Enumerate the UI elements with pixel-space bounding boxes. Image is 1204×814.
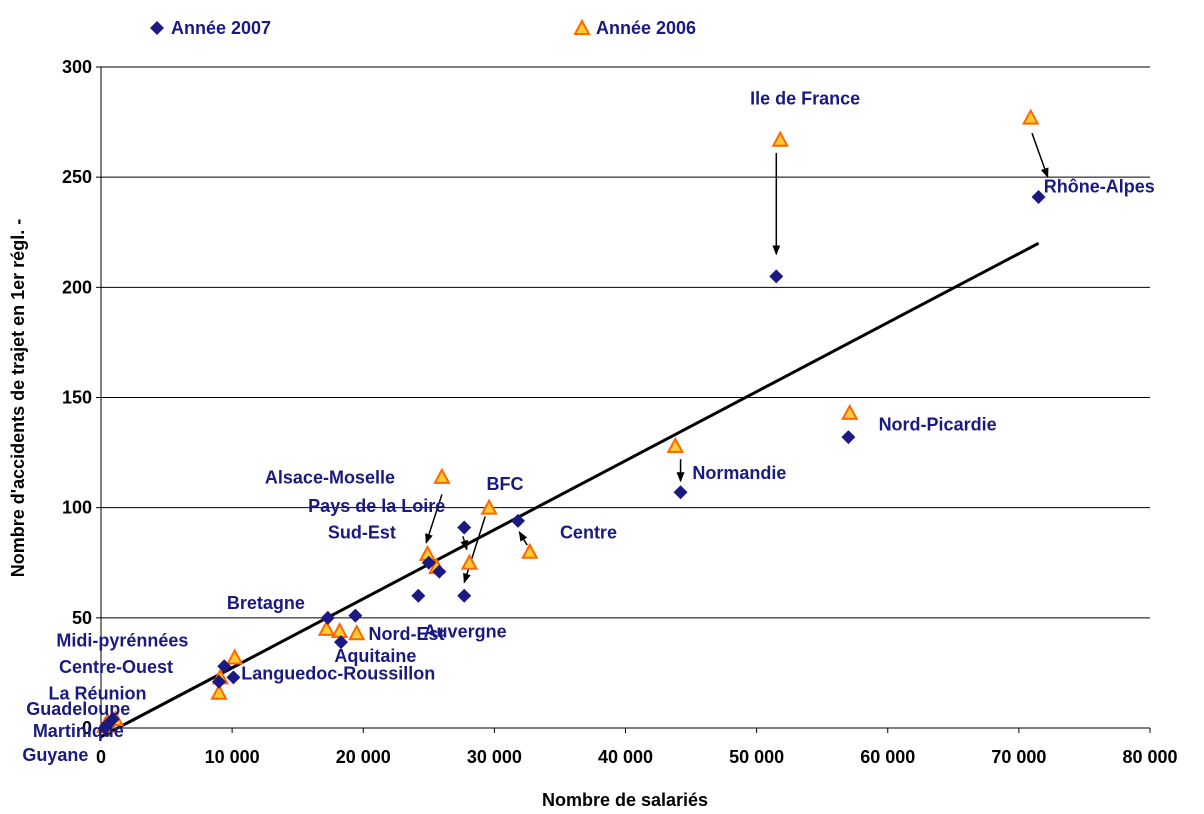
gridlines xyxy=(101,66,1150,619)
point-2006-1 xyxy=(771,130,789,147)
point-2007-2 xyxy=(841,430,856,445)
region-label-15: Languedoc-Roussillon xyxy=(241,664,435,684)
point-2007-7 xyxy=(432,564,447,579)
legend-label-2007: Année 2007 xyxy=(171,18,271,38)
x-tick-label-0: 0 xyxy=(96,747,106,767)
point-2006-13 xyxy=(226,648,244,665)
point-2007-18 xyxy=(97,721,112,735)
region-label-17: Guadeloupe xyxy=(26,699,130,719)
region-label-14: Centre-Ouest xyxy=(59,657,173,677)
legend-triangle-icon xyxy=(573,18,591,35)
region-label-1: Rhône-Alpes xyxy=(1044,177,1155,197)
point-2006-10 xyxy=(317,619,336,636)
arrow-3 xyxy=(425,494,443,544)
point-2006-11 xyxy=(330,621,349,639)
legend-item-2007: Année 2007 xyxy=(150,18,271,38)
arrow-5 xyxy=(460,536,469,551)
y-axis-title: Nombre d'accidents de trajet en 1er régl… xyxy=(8,219,28,577)
x-tick-label-7: 70 000 xyxy=(991,747,1046,767)
x-tick-label-3: 30 000 xyxy=(467,747,522,767)
annotation-arrows xyxy=(425,132,1049,584)
region-label-8: Sud-Est xyxy=(328,523,396,543)
y-tick-label-1: 50 xyxy=(72,608,92,628)
point-2007-5 xyxy=(457,520,472,535)
legend-item-2006: Année 2006 xyxy=(573,18,696,38)
region-label-18: Martinique xyxy=(33,721,124,741)
point-2007-4 xyxy=(510,513,525,528)
point-2006-9 xyxy=(460,553,479,570)
region-label-6: Alsace-Moselle xyxy=(265,467,395,487)
y-tick-label-6: 300 xyxy=(62,57,92,77)
point-2007-11 xyxy=(348,608,363,623)
point-2006-15 xyxy=(210,683,228,700)
point-2007-13 xyxy=(217,659,232,674)
point-2007-14 xyxy=(226,670,241,685)
point-2007-6 xyxy=(421,555,436,570)
region-label-7: Pays de la Loire xyxy=(308,496,445,516)
point-2006-12 xyxy=(348,624,366,641)
y-tick-label-3: 150 xyxy=(62,388,92,408)
region-label-4: Centre xyxy=(560,523,617,543)
data-points xyxy=(96,108,1046,735)
region-label-16: La Réunion xyxy=(49,683,147,703)
x-tick-label-4: 40 000 xyxy=(598,747,653,767)
point-2006-4 xyxy=(433,467,451,484)
region-label-9: Auvergne xyxy=(424,622,507,642)
legend: Année 2007 Année 2006 xyxy=(150,18,696,38)
axes xyxy=(96,66,1151,733)
x-tick-label-2: 20 000 xyxy=(336,747,391,767)
point-2006-5 xyxy=(480,498,498,515)
point-2007-17 xyxy=(105,712,120,727)
region-label-13: Midi-pyrénnées xyxy=(56,630,188,650)
point-2006-6 xyxy=(521,542,539,559)
region-label-19: Guyane xyxy=(22,745,88,765)
tick-labels: 0 50 100 150 200 250 300 0 10 000 20 000 30 000 40 … xyxy=(62,57,1178,767)
y-tick-label-4: 200 xyxy=(62,277,92,297)
point-2006-2 xyxy=(841,403,859,420)
y-tick-label-2: 100 xyxy=(62,498,92,518)
point-2007-8 xyxy=(411,588,426,603)
trendline-path xyxy=(100,241,1040,739)
point-2007-12 xyxy=(333,635,348,650)
point-2007-1 xyxy=(769,269,784,284)
trendline xyxy=(100,241,1040,739)
point-2006-3 xyxy=(666,436,685,453)
legend-label-2006: Année 2006 xyxy=(596,18,696,38)
region-label-2: Nord-Picardie xyxy=(879,415,997,435)
x-tick-label-1: 10 000 xyxy=(205,747,260,767)
region-label-10: Bretagne xyxy=(227,593,305,613)
arrow-4 xyxy=(463,516,486,584)
x-tick-label-6: 60 000 xyxy=(860,747,915,767)
point-2007-15 xyxy=(212,674,227,689)
point-2007-0 xyxy=(1031,189,1046,204)
region-label-0: Ile de France xyxy=(750,88,860,108)
y-tick-label-5: 250 xyxy=(62,167,92,187)
point-2006-0 xyxy=(1022,108,1040,125)
point-2007-3 xyxy=(673,485,688,500)
x-tick-label-5: 50 000 xyxy=(729,747,784,767)
region-labels: Ile de France Rhône-Alpes Nord-Picardie Nor… xyxy=(22,88,1154,765)
x-tick-label-8: 80 000 xyxy=(1122,747,1177,767)
arrow-6 xyxy=(518,531,528,546)
point-2007-10 xyxy=(320,610,335,625)
region-label-11: Nord-Est xyxy=(368,624,444,644)
point-2007-9 xyxy=(457,588,472,603)
x-axis-title: Nombre de salariés xyxy=(542,790,708,810)
arrow-1 xyxy=(1031,132,1049,179)
legend-diamond-icon xyxy=(150,21,164,35)
region-label-3: Normandie xyxy=(692,463,786,483)
y-tick-label-0: 0 xyxy=(82,718,92,738)
region-label-5: BFC xyxy=(487,474,524,494)
region-label-12: Aquitaine xyxy=(334,646,416,666)
